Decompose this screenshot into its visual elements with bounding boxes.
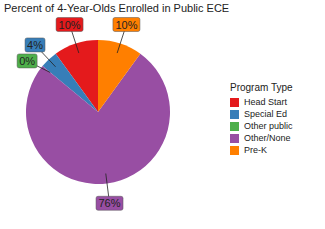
html-text:Pre-K: Pre-K bbox=[244, 145, 267, 155]
svg-text:0%: 0% bbox=[19, 55, 35, 67]
svg-text:10%: 10% bbox=[115, 19, 137, 31]
html-text:Other public: Other public bbox=[244, 121, 293, 131]
svg-text:10%: 10% bbox=[59, 19, 81, 31]
svg-text:76%: 76% bbox=[99, 197, 121, 209]
html-text:Special Ed: Special Ed bbox=[244, 109, 287, 119]
html-text:Percent of 4-Year-Olds Enrolle: Percent of 4-Year-Olds Enrolled in Publi… bbox=[4, 2, 230, 14]
html-text:Other/None: Other/None bbox=[244, 133, 291, 143]
html-text:Program Type: Program Type bbox=[230, 82, 293, 93]
html-text:Head Start: Head Start bbox=[244, 97, 287, 107]
svg-text:4%: 4% bbox=[27, 39, 43, 51]
